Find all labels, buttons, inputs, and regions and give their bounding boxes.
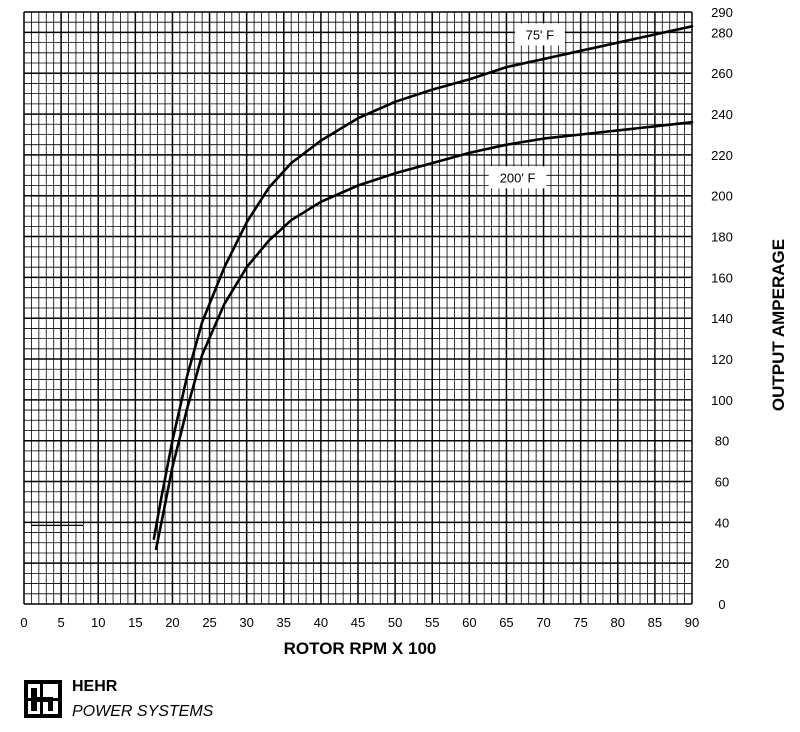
brand-name: HEHR xyxy=(72,678,118,695)
curve-label-box xyxy=(514,23,565,46)
x-tick-label: 20 xyxy=(165,615,179,630)
x-tick-label: 35 xyxy=(277,615,291,630)
y-tick-label: 40 xyxy=(715,515,729,530)
x-tick-label: 65 xyxy=(499,615,513,630)
series-line-1 xyxy=(152,24,694,541)
curve-label-2: 200' F xyxy=(488,166,547,189)
y-tick-label: 260 xyxy=(711,66,733,81)
y-tick-label: 220 xyxy=(711,148,733,163)
y-tick-label: 20 xyxy=(715,556,729,571)
y-tick-labels: 0 20 40 60 80 100 120 140 160 180 200 220 240 260 280 2… xyxy=(711,5,733,612)
y-tick-label: 60 xyxy=(715,475,729,490)
x-tick-label: 75 xyxy=(573,615,587,630)
y-tick-label: 200 xyxy=(711,189,733,204)
y-tick-label: 80 xyxy=(715,434,729,449)
y-tick-label: 120 xyxy=(711,352,733,367)
y-tick-label: 240 xyxy=(711,107,733,122)
y-tick-label: 290 xyxy=(711,5,733,20)
chart: 75' F 200' F 0 5 10 15 20 25 30 35 40 45 50 55 60 65 70… xyxy=(20,5,788,658)
x-tick-label: 30 xyxy=(239,615,253,630)
x-tick-label: 0 xyxy=(20,615,27,630)
x-tick-labels: 0 5 10 15 20 25 30 35 40 45 50 55 60 65 70 75 80 85 90 xyxy=(20,615,699,630)
grid-major xyxy=(23,11,693,605)
curve-label-text: 200' F xyxy=(500,170,536,185)
y-tick-label: 0 xyxy=(718,597,725,612)
x-tick-label: 55 xyxy=(425,615,439,630)
y-axis-title: OUTPUT AMPERAGE xyxy=(769,239,788,411)
x-tick-label: 40 xyxy=(314,615,328,630)
x-tick-label: 5 xyxy=(57,615,64,630)
curve-label-layer: 75' F 200' F xyxy=(488,23,565,189)
curve-label-text: 75' F xyxy=(526,27,555,42)
x-tick-label: 90 xyxy=(685,615,699,630)
curve-label-1: 75' F xyxy=(514,23,565,46)
brand-subtitle: POWER SYSTEMS xyxy=(72,703,214,720)
y-tick-label: 280 xyxy=(711,25,733,40)
x-tick-label: 10 xyxy=(91,615,105,630)
series-line-2 xyxy=(154,120,694,551)
x-tick-label: 60 xyxy=(462,615,476,630)
x-tick-label: 25 xyxy=(202,615,216,630)
x-axis-title: ROTOR RPM X 100 xyxy=(284,639,437,658)
x-tick-label: 80 xyxy=(611,615,625,630)
x-tick-label: 50 xyxy=(388,615,402,630)
x-tick-label: 85 xyxy=(648,615,662,630)
y-tick-label: 180 xyxy=(711,230,733,245)
curve-label-box xyxy=(488,166,547,189)
y-tick-label: 140 xyxy=(711,311,733,326)
y-tick-label: 100 xyxy=(711,393,733,408)
x-tick-label: 70 xyxy=(536,615,550,630)
x-tick-label: 15 xyxy=(128,615,142,630)
series-layer xyxy=(152,24,694,551)
hehr-logo-icon xyxy=(24,680,62,718)
x-tick-label: 45 xyxy=(351,615,365,630)
y-tick-label: 160 xyxy=(711,270,733,285)
